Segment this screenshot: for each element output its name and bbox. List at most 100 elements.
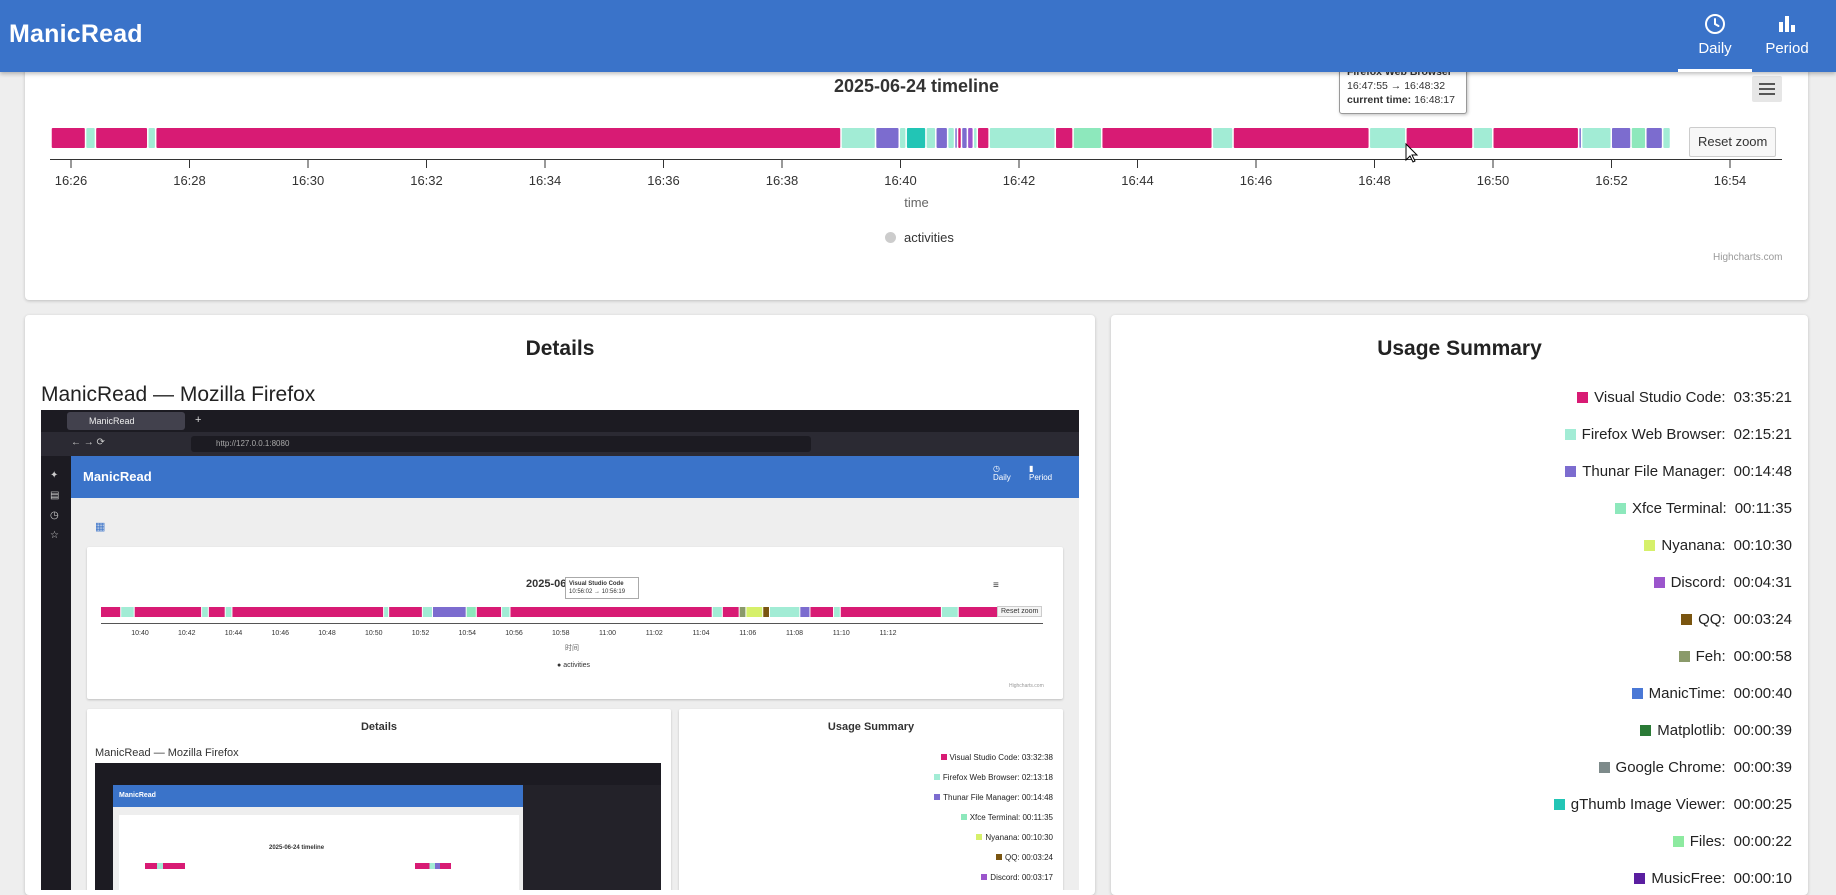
nav-period-button[interactable]: Period bbox=[1750, 0, 1824, 72]
usage-item: Nyanana: 00:10:30 bbox=[1192, 527, 1792, 564]
reset-zoom-button[interactable]: Reset zoom bbox=[1689, 127, 1777, 157]
window-screenshot: ManicRead + ← → ⟳ http://127.0.0.1:8080 … bbox=[41, 410, 1079, 890]
timeline-segment[interactable] bbox=[1213, 128, 1233, 148]
timeline-segment[interactable] bbox=[955, 128, 957, 148]
timeline-card: 2025-06-24 timeline 16:26 16:28 16:30 16:32… bbox=[25, 60, 1808, 300]
usage-item: Discord: 00:04:31 bbox=[1192, 564, 1792, 601]
timeline-segment[interactable] bbox=[1406, 128, 1473, 148]
x-tick-label: 16:36 bbox=[647, 173, 680, 188]
timeline-segment[interactable] bbox=[989, 128, 1055, 148]
ss-usage-card: Usage Summary Visual Studio Code: 03:32:… bbox=[679, 709, 1063, 890]
usage-item: MusicFree: 00:00:10 bbox=[1192, 860, 1792, 895]
timeline-segment[interactable] bbox=[948, 128, 954, 148]
usage-app-time: 00:10:30 bbox=[1733, 537, 1792, 554]
details-card: Details ManicRead — Mozilla Firefox Mani… bbox=[25, 315, 1095, 895]
timeline-segment[interactable] bbox=[1370, 128, 1406, 148]
usage-color-swatch bbox=[1565, 466, 1577, 477]
ss-usage-text: Nyanana: 00:10:30 bbox=[985, 832, 1053, 842]
ss-nav-period: ▮ Period bbox=[1029, 464, 1053, 482]
usage-item: Thunar File Manager: 00:14:48 bbox=[1192, 453, 1792, 490]
ss-usage-swatch bbox=[960, 814, 967, 820]
timeline-segment[interactable] bbox=[156, 128, 841, 148]
timeline-segment[interactable] bbox=[962, 128, 967, 148]
usage-color-swatch bbox=[1634, 873, 1646, 884]
chart-legend-item[interactable]: activities bbox=[885, 230, 954, 245]
timeline-segment[interactable] bbox=[51, 128, 85, 148]
ss-usage-item: Xfce Terminal: 00:11:35 bbox=[753, 807, 1053, 827]
timeline-segment[interactable] bbox=[978, 128, 989, 148]
usage-color-swatch bbox=[1577, 392, 1589, 403]
ss-usage-text: Visual Studio Code: 03:32:38 bbox=[949, 752, 1053, 762]
timeline-segment[interactable] bbox=[900, 128, 906, 148]
legend-label: activities bbox=[904, 230, 954, 245]
ss-nested-screenshot: ManicRead 2025-06-24 timeline bbox=[95, 763, 661, 890]
usage-color-swatch bbox=[1644, 540, 1656, 551]
timeline-segment[interactable] bbox=[148, 128, 155, 148]
usage-app-time: 03:35:21 bbox=[1733, 389, 1792, 406]
timeline-segment[interactable] bbox=[906, 128, 926, 148]
timeline-segment[interactable] bbox=[926, 128, 936, 148]
usage-item: Feh: 00:00:58 bbox=[1192, 638, 1792, 675]
tooltip-current-value: 16:48:17 bbox=[1414, 94, 1455, 106]
ss-url-bar: ← → ⟳ http://127.0.0.1:8080 bbox=[41, 432, 1079, 456]
ss-app-bar: ManicRead ◷ Daily ▮ Period bbox=[71, 456, 1079, 498]
timeline-segment[interactable] bbox=[86, 128, 95, 148]
timeline-segment[interactable] bbox=[96, 128, 148, 148]
timeline-segment[interactable] bbox=[936, 128, 947, 148]
nav-daily-button[interactable]: Daily bbox=[1678, 0, 1752, 72]
chart-menu-button[interactable] bbox=[1752, 76, 1782, 102]
ss-details-title: Details bbox=[360, 721, 398, 733]
usage-app-time: 02:15:21 bbox=[1733, 426, 1792, 443]
usage-color-swatch bbox=[1653, 577, 1665, 588]
usage-app-time: 00:00:22 bbox=[1733, 833, 1792, 850]
app-bar: ManicRead Daily Period bbox=[0, 0, 1836, 72]
timeline-segment[interactable] bbox=[1493, 128, 1578, 148]
mouse-cursor-icon bbox=[1405, 142, 1419, 163]
ss-timeline-segment bbox=[770, 607, 800, 617]
timeline-segment[interactable] bbox=[974, 128, 977, 148]
usage-color-swatch bbox=[1614, 503, 1626, 514]
ss-menu-icon: ≡ bbox=[993, 580, 999, 591]
ss-timeline-segment bbox=[712, 607, 722, 617]
timeline-segment[interactable] bbox=[841, 128, 875, 148]
ss-usage-list: Visual Studio Code: 03:32:38 Firefox Web … bbox=[753, 747, 1053, 887]
ss-x-tick-label: 11:08 bbox=[786, 630, 803, 637]
ss-usage-text: Thunar File Manager: 00:14:48 bbox=[943, 792, 1053, 802]
ss-legend: ● activities bbox=[557, 662, 591, 669]
ss-timeline-chart: 10:40 10:42 10:44 10:46 10:48 10:50 10:52 10:54… bbox=[101, 607, 1043, 637]
ss-timeline-segment bbox=[389, 607, 422, 617]
usage-app-name: Feh: bbox=[1695, 648, 1726, 665]
timeline-segment[interactable] bbox=[1056, 128, 1073, 148]
usage-item: Visual Studio Code: 03:35:21 bbox=[1192, 379, 1792, 416]
timeline-segment[interactable] bbox=[1663, 128, 1670, 148]
ss-page: ManicRead ◷ Daily ▮ Period ▦ 2025-06 10:40… bbox=[71, 456, 1079, 890]
ss-usage-item: QQ: 00:03:24 bbox=[753, 847, 1053, 867]
usage-app-time: 00:00:39 bbox=[1733, 722, 1792, 739]
timeline-segment[interactable] bbox=[1102, 128, 1212, 148]
timeline-segment[interactable] bbox=[876, 128, 899, 148]
timeline-chart[interactable]: 16:26 16:28 16:30 16:32 16:34 16:36 16:38 16:40… bbox=[25, 60, 1808, 300]
ss-sidebar-icons: ✦ ▤ ◷ ☆ bbox=[50, 470, 60, 541]
timeline-segment[interactable] bbox=[1073, 128, 1101, 148]
chart-credits[interactable]: Highcharts.com bbox=[1713, 252, 1783, 263]
ss-x-tick-label: 11:02 bbox=[646, 630, 663, 637]
timeline-segment[interactable] bbox=[1646, 128, 1662, 148]
ss-reset-zoom: Reset zoom bbox=[997, 606, 1043, 617]
timeline-segment[interactable] bbox=[1473, 128, 1492, 148]
ss-chart-title: 2025-06 bbox=[526, 578, 567, 590]
timeline-segment[interactable] bbox=[1579, 128, 1581, 148]
timeline-segment[interactable] bbox=[968, 128, 973, 148]
ss-x-tick-label: 11:10 bbox=[833, 630, 850, 637]
ss-timeline-segment bbox=[941, 607, 958, 617]
timeline-segment[interactable] bbox=[1582, 128, 1611, 148]
timeline-segment[interactable] bbox=[1612, 128, 1631, 148]
timeline-segment[interactable] bbox=[1233, 128, 1369, 148]
x-tick-label: 16:32 bbox=[410, 173, 443, 188]
ss-nav-arrows-icon: ← → ⟳ bbox=[71, 437, 105, 448]
ss-tab-bar: ManicRead + bbox=[41, 410, 1079, 432]
x-tick-label: 16:42 bbox=[1003, 173, 1036, 188]
timeline-segment[interactable] bbox=[958, 128, 961, 148]
usage-color-swatch bbox=[1631, 688, 1643, 699]
ss-timeline-segment bbox=[121, 607, 134, 617]
timeline-segment[interactable] bbox=[1631, 128, 1646, 148]
